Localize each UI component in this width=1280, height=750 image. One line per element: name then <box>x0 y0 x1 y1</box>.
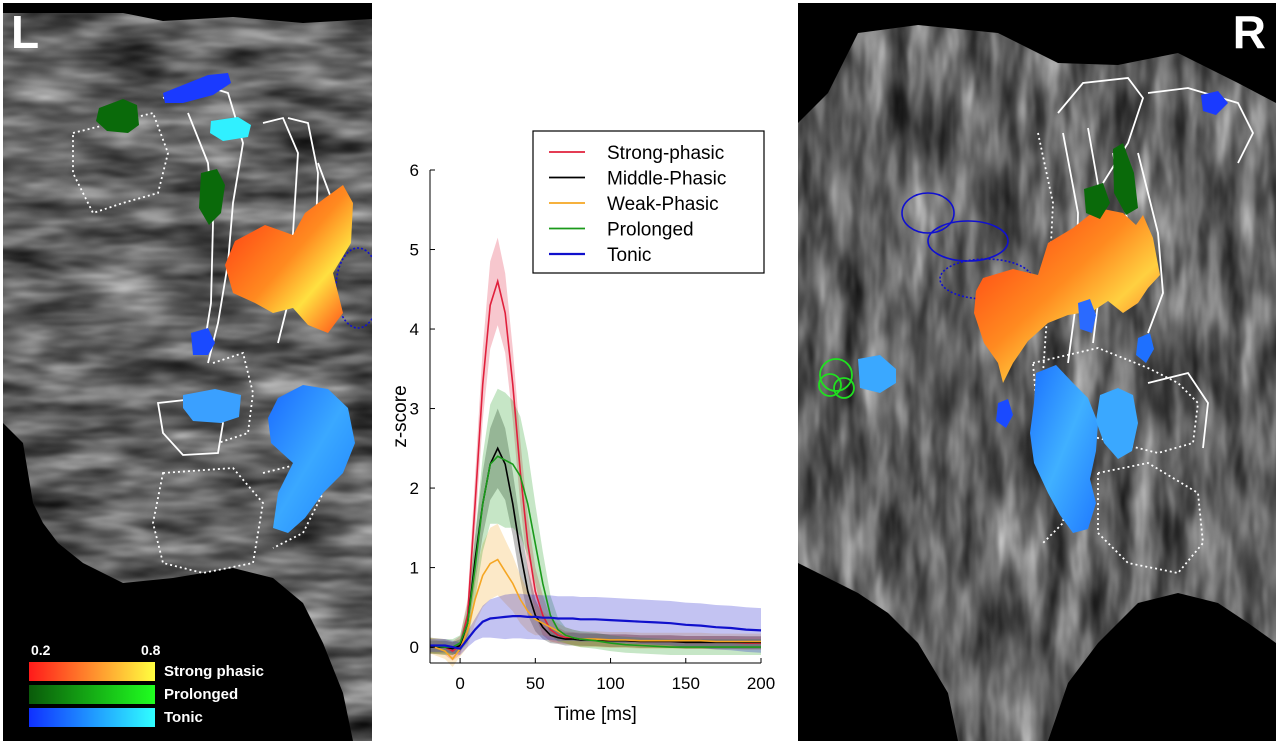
right-green-outline <box>818 358 855 399</box>
band-4 <box>430 593 761 655</box>
left-hemisphere-label: L <box>11 6 40 58</box>
left-blue-outline <box>335 247 372 329</box>
confidence-bands <box>430 237 761 667</box>
x-tick-label: 50 <box>526 674 545 693</box>
series-line-2 <box>429 558 761 661</box>
right-tonic-cluster-3 <box>996 399 1013 428</box>
right-tonic-cluster-2 <box>858 355 896 393</box>
x-axis-title: Time [ms] <box>554 704 637 725</box>
left-cortex-surface <box>3 13 372 741</box>
right-strong-phasic-cluster <box>974 208 1160 383</box>
y-tick-label: 2 <box>410 479 419 498</box>
left-tonic-cluster-1 <box>163 73 231 103</box>
y-tick-label: 0 <box>410 638 419 657</box>
colorbar-strong-phasic-gradient <box>29 662 155 681</box>
chart-axes <box>429 170 761 664</box>
left-cortex-image <box>3 13 372 741</box>
left-tonic-cluster-3 <box>191 328 215 355</box>
chart-svg: 0 1 2 3 4 5 6 0 50 100 150 200 Time [ms] z-score St… <box>390 130 776 725</box>
colorbar-min-label: 0.2 <box>31 642 51 658</box>
right-prolonged-cluster-1 <box>1084 183 1110 219</box>
right-tonic-cluster-7 <box>1096 388 1138 459</box>
right-hemisphere-label: R <box>1232 6 1266 58</box>
left-prolonged-cluster-2 <box>199 169 225 225</box>
right-hemisphere-map: R <box>798 3 1276 741</box>
band-3 <box>430 388 761 655</box>
left-hemisphere-map: L 0.2 0.8 Strong phasic Prolonged Tonic <box>3 3 372 741</box>
colorbar-max-label: 0.8 <box>141 642 161 658</box>
y-tick-label: 5 <box>410 241 419 260</box>
series-lines <box>429 278 762 661</box>
legend-label-1: Middle-Phasic <box>607 169 726 190</box>
chart-legend: Strong-phasic Middle-Phasic Weak-Phasic Pro… <box>532 130 765 274</box>
x-tick-label: 0 <box>455 674 464 693</box>
x-tick-label: 150 <box>672 674 700 693</box>
legend-label-4: Tonic <box>607 245 651 266</box>
band-2 <box>430 523 761 667</box>
left-tonic-cluster-4 <box>183 389 241 423</box>
x-tick-label: 100 <box>596 674 624 693</box>
colorbar-strong-phasic-label: Strong phasic <box>164 663 265 680</box>
y-tick-label: 6 <box>410 161 419 180</box>
y-axis-title: z-score <box>390 385 411 447</box>
zscore-time-course-chart: 0 1 2 3 4 5 6 0 50 100 150 200 Time [ms] z-score St… <box>372 0 798 745</box>
y-tick-label: 3 <box>410 400 419 419</box>
legend-label-0: Strong-phasic <box>607 143 724 164</box>
series-line-3 <box>429 455 761 648</box>
x-tick-label: 200 <box>747 674 775 693</box>
right-tonic-cluster-6 <box>1030 365 1098 533</box>
colorbar-prolonged-gradient <box>29 685 155 704</box>
legend-box <box>532 130 765 274</box>
left-strong-phasic-cluster <box>225 185 353 333</box>
right-prolonged-cluster-2 <box>1113 143 1138 215</box>
legend-label-2: Weak-Phasic <box>607 194 719 215</box>
left-tonic-cluster-2 <box>210 117 251 141</box>
right-tonic-cluster-4 <box>1078 299 1096 333</box>
left-prolonged-cluster-1 <box>96 99 139 133</box>
y-tick-label: 1 <box>410 559 419 578</box>
colorbar-prolonged-label: Prolonged <box>164 686 239 703</box>
colorbar-tonic-gradient <box>29 708 155 727</box>
legend-label-3: Prolonged <box>607 220 694 241</box>
colorbar-ticks: 0.2 0.8 <box>31 642 161 658</box>
left-tonic-cluster-5 <box>268 385 355 533</box>
series-line-4 <box>430 615 762 650</box>
right-tonic-cluster-1 <box>1201 91 1228 115</box>
axis-ticks: 0 1 2 3 4 5 6 0 50 100 150 200 <box>410 161 776 693</box>
right-cortex-image <box>798 25 1276 741</box>
colorbar-tonic-label: Tonic <box>164 709 203 726</box>
right-tonic-cluster-5 <box>1136 333 1154 363</box>
y-tick-label: 4 <box>410 320 419 339</box>
